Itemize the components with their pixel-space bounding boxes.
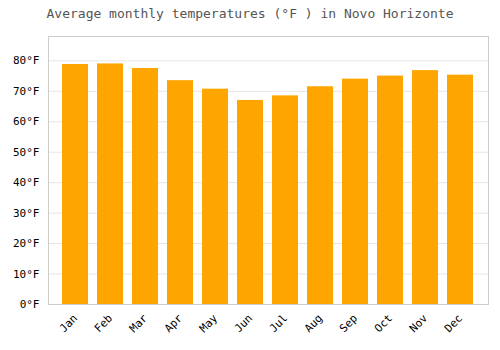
- svg-text:70°F: 70°F: [13, 85, 40, 98]
- svg-text:Jun: Jun: [232, 312, 255, 335]
- svg-text:Mar: Mar: [127, 311, 151, 335]
- svg-text:Jul: Jul: [267, 312, 290, 335]
- svg-text:50°F: 50°F: [13, 146, 40, 159]
- svg-text:Dec: Dec: [442, 312, 465, 335]
- svg-text:10°F: 10°F: [13, 268, 40, 281]
- svg-text:Sep: Sep: [337, 312, 360, 335]
- svg-text:May: May: [197, 311, 221, 335]
- svg-text:20°F: 20°F: [13, 237, 40, 250]
- svg-text:Apr: Apr: [162, 311, 186, 335]
- html-text:Average monthly temperatures (: Average monthly temperatures (°F ) in No…: [46, 6, 454, 21]
- svg-text:Oct: Oct: [372, 312, 395, 335]
- svg-text:Nov: Nov: [407, 311, 431, 335]
- svg-text:40°F: 40°F: [13, 176, 40, 189]
- svg-text:Jan: Jan: [57, 312, 80, 335]
- svg-text:30°F: 30°F: [13, 207, 40, 220]
- svg-text:80°F: 80°F: [13, 54, 40, 67]
- svg-text:Feb: Feb: [92, 312, 115, 335]
- svg-text:60°F: 60°F: [13, 115, 40, 128]
- svg-text:0°F: 0°F: [20, 298, 40, 311]
- svg-text:Aug: Aug: [302, 312, 325, 335]
